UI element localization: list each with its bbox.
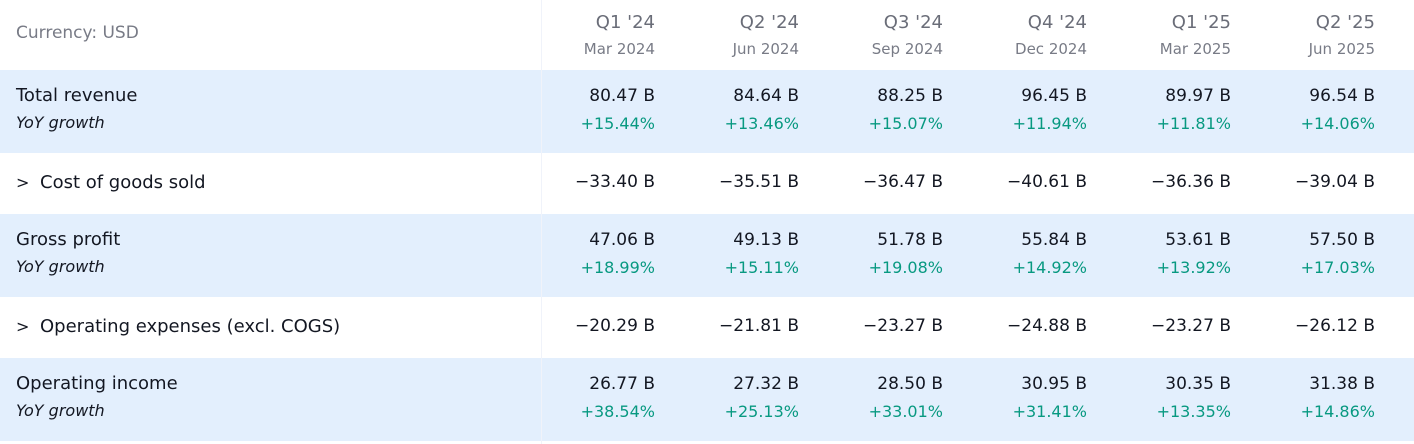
row-value: 89.97 B: [1165, 86, 1231, 106]
row-value: 27.32 B: [733, 374, 799, 394]
row-label: Operating expenses (excl. COGS): [40, 315, 341, 337]
row-value: 88.25 B: [877, 86, 943, 106]
row-value: 57.50 B: [1309, 230, 1375, 250]
row-value: 47.06 B: [589, 230, 655, 250]
row-growth-value: +25.13%: [724, 402, 799, 421]
column-header-quarter: Q1 '24: [595, 12, 655, 33]
column-header-date: Jun 2025: [1308, 40, 1375, 58]
column-header-quarter: Q1 '25: [1171, 12, 1231, 33]
column-divider: [541, 0, 542, 444]
row-value: 49.13 B: [733, 230, 799, 250]
row-growth-value: +15.07%: [868, 114, 943, 133]
row-growth-value: +19.08%: [868, 258, 943, 277]
row-value: −39.04 B: [1295, 171, 1375, 192]
table-row: Total revenue YoY growth 80.47 B +15.44% 84.…: [0, 70, 1414, 153]
currency-label: Currency: USD: [16, 23, 139, 43]
column-header-date: Sep 2024: [871, 40, 943, 58]
row-label: Cost of goods sold: [40, 171, 206, 193]
row-value: 84.64 B: [733, 86, 799, 106]
row-sublabel: YoY growth: [16, 401, 105, 420]
row-growth-value: +33.01%: [868, 402, 943, 421]
column-header-quarter: Q2 '24: [739, 12, 799, 33]
row-growth-value: +13.35%: [1156, 402, 1231, 421]
table-row: Operating income YoY growth 26.77 B +38.54%…: [0, 358, 1414, 441]
row-value: −20.29 B: [575, 315, 655, 336]
row-growth-value: +15.11%: [724, 258, 799, 277]
row-growth-value: +38.54%: [580, 402, 655, 421]
chevron-right-icon[interactable]: >: [16, 172, 30, 192]
row-value: −33.40 B: [575, 171, 655, 192]
row-value: −35.51 B: [719, 171, 799, 192]
row-growth-value: +14.86%: [1300, 402, 1375, 421]
row-value: 96.45 B: [1021, 86, 1087, 106]
row-label: Operating income: [16, 373, 178, 394]
table-row[interactable]: > Operating expenses (excl. COGS) −20.29 B…: [0, 297, 1414, 358]
row-growth-value: +13.92%: [1156, 258, 1231, 277]
column-header-date: Mar 2025: [1159, 40, 1231, 58]
row-value: 28.50 B: [877, 374, 943, 394]
row-value: −36.47 B: [863, 171, 943, 192]
column-header-date: Jun 2024: [732, 40, 799, 58]
row-growth-value: +14.06%: [1300, 114, 1375, 133]
row-growth-value: +13.46%: [724, 114, 799, 133]
table-row[interactable]: > Cost of goods sold −33.40 B −35.51 B −36.4…: [0, 153, 1414, 214]
row-sublabel: YoY growth: [16, 113, 105, 132]
row-value: −23.27 B: [863, 315, 943, 336]
row-value: −23.27 B: [1151, 315, 1231, 336]
row-value: 51.78 B: [877, 230, 943, 250]
column-header-quarter: Q4 '24: [1027, 12, 1087, 33]
row-label: Gross profit: [16, 229, 121, 250]
row-value: 80.47 B: [589, 86, 655, 106]
row-growth-value: +11.81%: [1156, 114, 1231, 133]
column-header-date: Dec 2024: [1015, 40, 1087, 58]
row-value: −24.88 B: [1007, 315, 1087, 336]
row-value: −40.61 B: [1007, 171, 1087, 192]
row-value: 31.38 B: [1309, 374, 1375, 394]
row-value: 30.95 B: [1021, 374, 1087, 394]
row-growth-value: +17.03%: [1300, 258, 1375, 277]
chevron-right-icon[interactable]: >: [16, 316, 30, 336]
row-value: 55.84 B: [1021, 230, 1087, 250]
table-row: Gross profit YoY growth 47.06 B +18.99% 49.1…: [0, 214, 1414, 297]
row-value: −21.81 B: [719, 315, 799, 336]
row-growth-value: +14.92%: [1012, 258, 1087, 277]
row-growth-value: +18.99%: [580, 258, 655, 277]
row-value: 53.61 B: [1165, 230, 1231, 250]
row-growth-value: +15.44%: [580, 114, 655, 133]
column-header-quarter: Q3 '24: [883, 12, 943, 33]
column-header-quarter: Q2 '25: [1315, 12, 1375, 33]
row-value: 96.54 B: [1309, 86, 1375, 106]
row-sublabel: YoY growth: [16, 257, 105, 276]
column-header-date: Mar 2024: [583, 40, 655, 58]
row-growth-value: +11.94%: [1012, 114, 1087, 133]
row-value: 30.35 B: [1165, 374, 1231, 394]
row-label: Total revenue: [16, 85, 138, 106]
row-growth-value: +31.41%: [1012, 402, 1087, 421]
row-value: −26.12 B: [1295, 315, 1375, 336]
row-value: 26.77 B: [589, 374, 655, 394]
row-value: −36.36 B: [1151, 171, 1231, 192]
